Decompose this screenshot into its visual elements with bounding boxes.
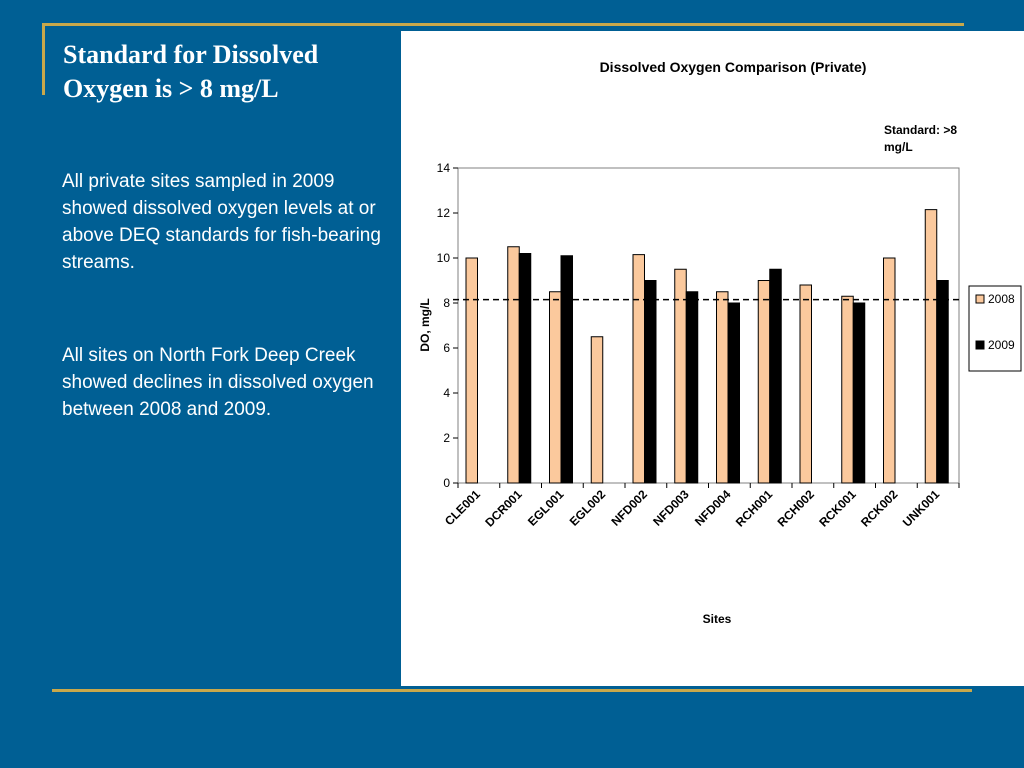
chart-title: Dissolved Oxygen Comparison (Private) (600, 59, 867, 75)
reference-line-label: Standard: >8 mg/L (884, 123, 957, 154)
bar-2009-NFD003 (685, 291, 699, 484)
x-tick-label: EGL001 (525, 487, 567, 529)
y-tick-label: 12 (437, 206, 451, 220)
slide-title: Standard for Dissolved Oxygen is > 8 mg/… (63, 40, 319, 103)
x-tick-label: NFD003 (650, 487, 692, 529)
legend-swatch-2008 (975, 294, 985, 304)
bar-2008-EGL001 (549, 291, 562, 484)
bar-2009-RCH001 (769, 268, 782, 484)
bar-2008-UNK001 (924, 209, 938, 484)
bar-2008-NFD002 (632, 254, 645, 484)
body-paragraph-1: All private sites sampled in 2009 showed… (62, 171, 381, 273)
y-tick-label: 14 (437, 161, 451, 175)
x-tick-label: RCH001 (733, 487, 776, 530)
x-tick-label: EGL002 (567, 487, 609, 529)
x-tick-label: DCR001 (482, 487, 525, 530)
y-axis: 0 2 4 6 8 10 12 14 (437, 161, 458, 490)
body-paragraph-2: All sites on North Fork Deep Creek showe… (62, 345, 374, 420)
x-axis: CLE001 DCR001 EGL001 EGL002 NFD002 NFD003 NFD0… (442, 483, 960, 530)
bar-2008-NFD003 (674, 268, 687, 484)
bottom-rule (52, 689, 972, 692)
y-tick-label: 0 (443, 476, 450, 490)
bar-2009-DCR001 (518, 253, 532, 484)
x-tick-label: RCK002 (858, 487, 901, 530)
y-tick-label: 6 (443, 341, 450, 355)
legend: 2008 2009 (968, 285, 1022, 372)
bar-2009-EGL001 (560, 255, 573, 484)
legend-label-2009: 2009 (988, 338, 1015, 352)
y-tick-label: 8 (443, 296, 450, 310)
bar-2008-EGL002 (590, 336, 604, 484)
reference-line-label-text: Standard: >8 mg/L (884, 123, 957, 154)
chart-panel: Dissolved Oxygen Comparison (Private) St… (401, 31, 1024, 686)
left-rule (42, 23, 45, 95)
bar-chart: Dissolved Oxygen Comparison (Private) St… (418, 59, 1022, 626)
x-tick-label: UNK001 (900, 487, 943, 530)
legend-label-2008: 2008 (988, 292, 1015, 306)
bar-2008-CLE001 (465, 257, 478, 484)
x-tick-label: RCK001 (816, 487, 859, 530)
bar-2008-RCH002 (799, 284, 812, 484)
legend-swatch-2009 (975, 340, 985, 350)
bar-2009-UNK001 (936, 280, 949, 484)
bar-2008-RCH001 (757, 280, 771, 484)
bars (465, 209, 949, 484)
y-tick-label: 4 (443, 386, 450, 400)
bar-2008-RCK002 (883, 257, 896, 484)
bar-2008-RCK001 (841, 295, 854, 484)
top-rule (44, 23, 964, 26)
x-tick-label: RCH002 (775, 487, 818, 530)
bar-2009-NFD004 (727, 302, 740, 484)
x-tick-label: NFD002 (608, 487, 650, 529)
bar-2009-NFD002 (644, 280, 657, 484)
bar-2009-RCK001 (852, 302, 866, 484)
bar-2008-NFD004 (716, 291, 729, 484)
x-tick-label: CLE001 (442, 487, 483, 528)
y-tick-label: 2 (443, 431, 450, 445)
x-tick-label: NFD004 (692, 487, 734, 529)
x-axis-label: Sites (703, 612, 732, 626)
bar-2008-DCR001 (507, 246, 520, 484)
y-axis-label: DO, mg/L (418, 298, 432, 351)
y-tick-label: 10 (437, 251, 451, 265)
